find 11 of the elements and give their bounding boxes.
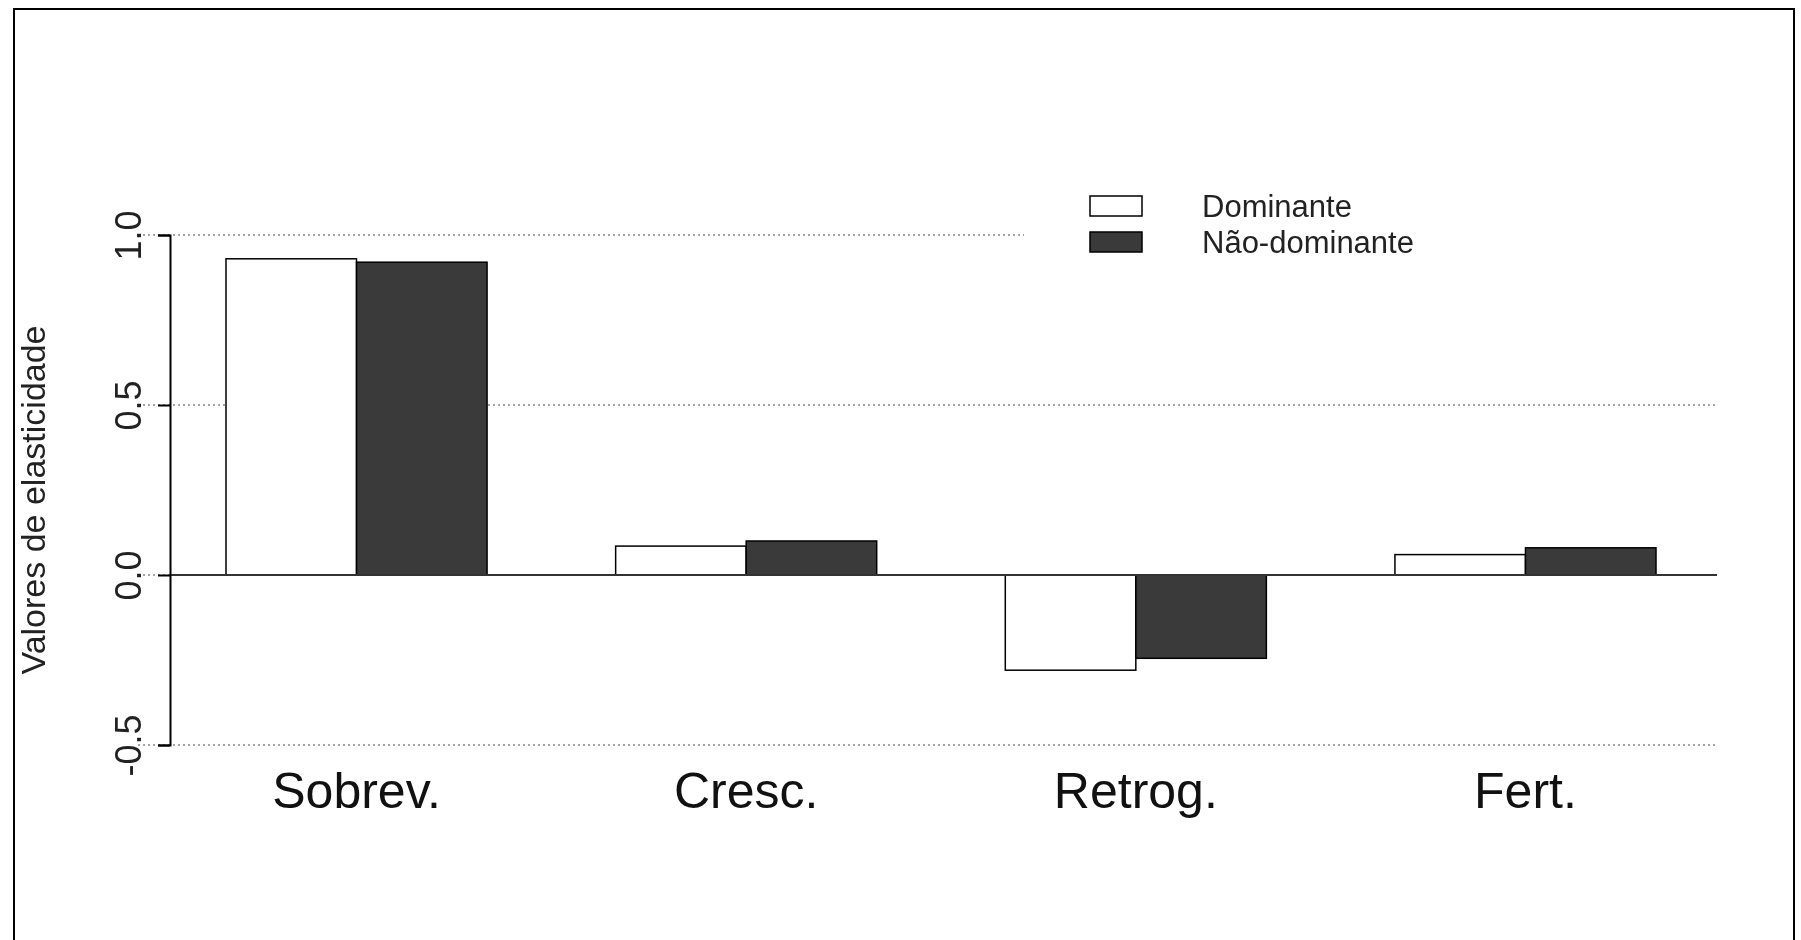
legend-label: Dominante: [1202, 188, 1352, 224]
y-tick-label: 1.0: [107, 210, 149, 261]
y-tick-label: 0.5: [107, 380, 149, 431]
y-axis-title: Valores de elasticidade: [14, 325, 52, 675]
x-tick-label: Sobrev.: [272, 763, 441, 819]
y-tick-label: -0.5: [107, 714, 149, 777]
y-tick-label: 0.0: [107, 550, 149, 601]
x-tick-label: Cresc.: [673, 763, 819, 819]
legend-label: Não-dominante: [1202, 224, 1414, 260]
x-tick-label: Retrog.: [1053, 763, 1218, 819]
x-tick-label: Fert.: [1474, 763, 1577, 819]
